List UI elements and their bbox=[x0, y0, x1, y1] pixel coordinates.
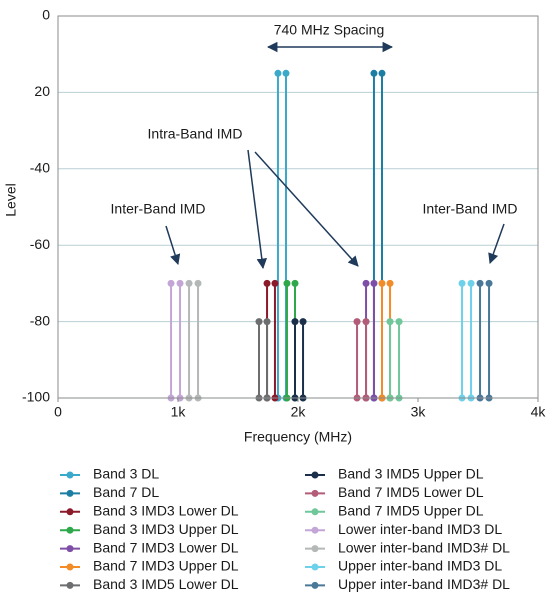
stem-marker bbox=[378, 279, 386, 287]
y-tick-label: 20 bbox=[34, 83, 50, 99]
legend-marker bbox=[66, 471, 74, 479]
legend-item: Band 3 DL bbox=[60, 466, 159, 482]
annotation: 740 MHz Spacing bbox=[274, 22, 385, 38]
annotations: 740 MHz Spacing Intra-Band IMD Inter-Ban… bbox=[111, 22, 518, 270]
x-tick-label: 2k bbox=[291, 404, 307, 420]
legend-item: Band 7 IMD5 Lower DL bbox=[305, 484, 484, 500]
stem-marker bbox=[282, 69, 290, 77]
stem-marker bbox=[353, 318, 361, 326]
y-tick-label: -100 bbox=[22, 389, 50, 405]
legend-label: Band 7 DL bbox=[93, 484, 159, 500]
x-tick-label: 4k bbox=[531, 404, 547, 420]
stem-marker bbox=[362, 279, 370, 287]
stem-marker bbox=[167, 279, 175, 287]
legend-marker bbox=[311, 526, 319, 534]
legend-label: Upper inter-band IMD3# DL bbox=[338, 576, 510, 592]
arrow bbox=[488, 223, 505, 264]
stem-marker bbox=[467, 279, 475, 287]
legend-marker bbox=[66, 581, 74, 589]
legend-label: Band 3 IMD5 Upper DL bbox=[338, 466, 484, 482]
legend-label: Band 7 IMD3 Lower DL bbox=[93, 539, 239, 555]
legend-label: Band 3 IMD3 Upper DL bbox=[93, 521, 239, 537]
legend-label: Lower inter-band IMD3# DL bbox=[338, 539, 510, 555]
y-tick-label: 0 bbox=[42, 7, 50, 23]
stem-marker bbox=[185, 279, 193, 287]
y-tick-label: -40 bbox=[30, 160, 50, 176]
y-tick-label: -60 bbox=[30, 236, 50, 252]
legend-label: Band 3 IMD5 Lower DL bbox=[93, 576, 239, 592]
stem-marker bbox=[370, 69, 378, 77]
stem-marker bbox=[255, 318, 263, 326]
legend-marker bbox=[66, 545, 74, 553]
legend-marker bbox=[66, 508, 74, 516]
arrow bbox=[254, 151, 359, 267]
stem-marker bbox=[386, 279, 394, 287]
x-tick-label: 0 bbox=[54, 404, 62, 420]
x-tick-label: 1k bbox=[171, 404, 187, 420]
stem-marker bbox=[274, 69, 282, 77]
stem-marker bbox=[476, 279, 484, 287]
legend-marker bbox=[311, 508, 319, 516]
y-axis-label: Level bbox=[3, 183, 19, 216]
legend-item: Band 3 IMD3 Upper DL bbox=[60, 521, 239, 537]
x-axis-label: Frequency (MHz) bbox=[244, 429, 352, 445]
stem-marker bbox=[378, 69, 386, 77]
legend-marker bbox=[66, 489, 74, 497]
stem-marker bbox=[362, 318, 370, 326]
legend-item: Band 3 IMD5 Lower DL bbox=[60, 576, 239, 592]
legend-label: Band 7 IMD5 Lower DL bbox=[338, 484, 484, 500]
legend-item: Band 7 IMD3 Lower DL bbox=[60, 539, 239, 555]
stem-marker bbox=[485, 279, 493, 287]
legend-marker bbox=[311, 581, 319, 589]
legend-item: Upper inter-band IMD3 DL bbox=[305, 558, 502, 574]
legend-label: Upper inter-band IMD3 DL bbox=[338, 558, 502, 574]
legend-label: Band 7 IMD5 Upper DL bbox=[338, 503, 484, 519]
legend-label: Band 3 DL bbox=[93, 466, 159, 482]
stem-marker bbox=[395, 318, 403, 326]
legend-item: Upper inter-band IMD3# DL bbox=[305, 576, 510, 592]
legend-label: Band 3 IMD3 Lower DL bbox=[93, 503, 239, 519]
stem-marker bbox=[291, 279, 299, 287]
legend-label: Lower inter-band IMD3 DL bbox=[338, 521, 502, 537]
stem-marker bbox=[194, 279, 202, 287]
stem-marker bbox=[291, 318, 299, 326]
arrow bbox=[165, 225, 181, 266]
annotation: Inter-Band IMD bbox=[111, 201, 206, 217]
legend-item: Lower inter-band IMD3# DL bbox=[305, 539, 510, 555]
stem-marker bbox=[271, 279, 279, 287]
y-tick-label: -80 bbox=[30, 312, 50, 328]
legend-item: Band 7 DL bbox=[60, 484, 159, 500]
x-tick-label: 3k bbox=[411, 404, 427, 420]
legend-item: Lower inter-band IMD3 DL bbox=[305, 521, 502, 537]
stem-marker bbox=[283, 279, 291, 287]
annotation: Intra-Band IMD bbox=[148, 126, 243, 142]
stem-marker bbox=[263, 279, 271, 287]
legend-marker bbox=[66, 563, 74, 571]
legend-item: Band 7 IMD5 Upper DL bbox=[305, 503, 484, 519]
legend-marker bbox=[311, 563, 319, 571]
stem-marker bbox=[370, 279, 378, 287]
legend-marker bbox=[311, 489, 319, 497]
stem-marker bbox=[263, 318, 271, 326]
stem-marker bbox=[299, 318, 307, 326]
legend-marker bbox=[311, 471, 319, 479]
legend-item: Band 3 IMD5 Upper DL bbox=[305, 466, 484, 482]
stem-marker bbox=[386, 318, 394, 326]
legend-item: Band 3 IMD3 Lower DL bbox=[60, 503, 239, 519]
legend-item: Band 7 IMD3 Upper DL bbox=[60, 558, 239, 574]
legend-marker bbox=[66, 526, 74, 534]
arrow bbox=[247, 149, 268, 270]
stem-marker bbox=[176, 279, 184, 287]
stem-marker bbox=[458, 279, 466, 287]
legend-label: Band 7 IMD3 Upper DL bbox=[93, 558, 239, 574]
annotation: Inter-Band IMD bbox=[423, 201, 518, 217]
legend-marker bbox=[311, 545, 319, 553]
